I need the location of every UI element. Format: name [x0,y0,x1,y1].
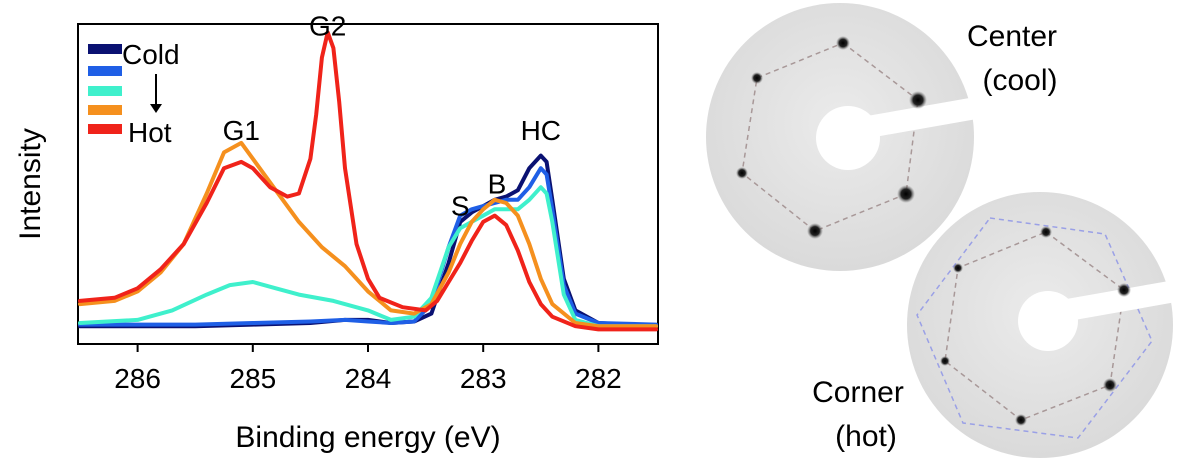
sample-holder-arm [866,97,979,138]
legend-arrow-icon [150,104,162,113]
x-tick-label: 285 [229,363,276,394]
leed-pattern-corner: Corner (hot) [812,192,1181,458]
image-label-corner-sub: (hot) [835,420,897,453]
series-line-5 [78,30,658,332]
legend-swatch-cold [88,44,122,54]
legend: Cold Hot [88,39,180,148]
sample-holder-center [816,106,880,170]
y-axis-label: Intensity [14,128,47,240]
legend-cold-label: Cold [122,39,180,70]
sample-holder-center [1018,291,1078,351]
diffraction-spot [751,72,763,84]
series-line-3 [78,185,658,329]
peak-label-b: B [488,168,507,199]
diffraction-spot [1117,283,1131,297]
diffraction-spot [1040,226,1052,238]
diffraction-spot [1015,414,1027,426]
xps-chart: 286 285 284 283 282 G1 G2 SB HC Cold Hot Intens… [14,10,659,454]
peak-label-s: S [451,191,470,222]
peak-labels: G1 G2 SB HC [223,10,561,221]
diffraction-spot [953,263,963,273]
diffraction-spot [736,167,748,179]
legend-swatch-2 [88,66,122,76]
peak-label-g2: G2 [309,10,346,41]
x-tick-label: 286 [114,363,161,394]
peak-label-g1: G1 [223,115,260,146]
x-axis-ticks: 286 285 284 283 282 [114,344,622,394]
outer-hexagon-guide [916,217,1153,439]
series-line-2 [78,166,658,327]
diffraction-spot [909,91,927,109]
legend-swatch-4 [88,105,122,115]
sample-holder-arm [1060,279,1181,322]
legend-hot-label: Hot [128,117,172,148]
diffraction-spot [1103,378,1117,392]
diffraction-spot [807,223,823,239]
diffraction-spot [897,185,915,203]
leed-pattern-center: Center (cool) [706,3,1058,271]
image-label-center: Center [967,20,1057,53]
legend-swatch-3 [88,86,122,96]
series-line-4 [78,140,658,329]
x-axis-label: Binding energy (eV) [235,421,500,454]
x-tick-label: 283 [460,363,507,394]
diffraction-spot [836,36,850,50]
diffraction-spot [940,356,950,366]
series-layer [78,30,658,332]
image-label-center-sub: (cool) [982,64,1057,97]
peak-label-hc: HC [521,115,561,146]
image-label-corner: Corner [812,376,904,409]
x-tick-label: 282 [575,363,622,394]
x-tick-label: 284 [345,363,392,394]
legend-swatch-hot [88,124,122,134]
